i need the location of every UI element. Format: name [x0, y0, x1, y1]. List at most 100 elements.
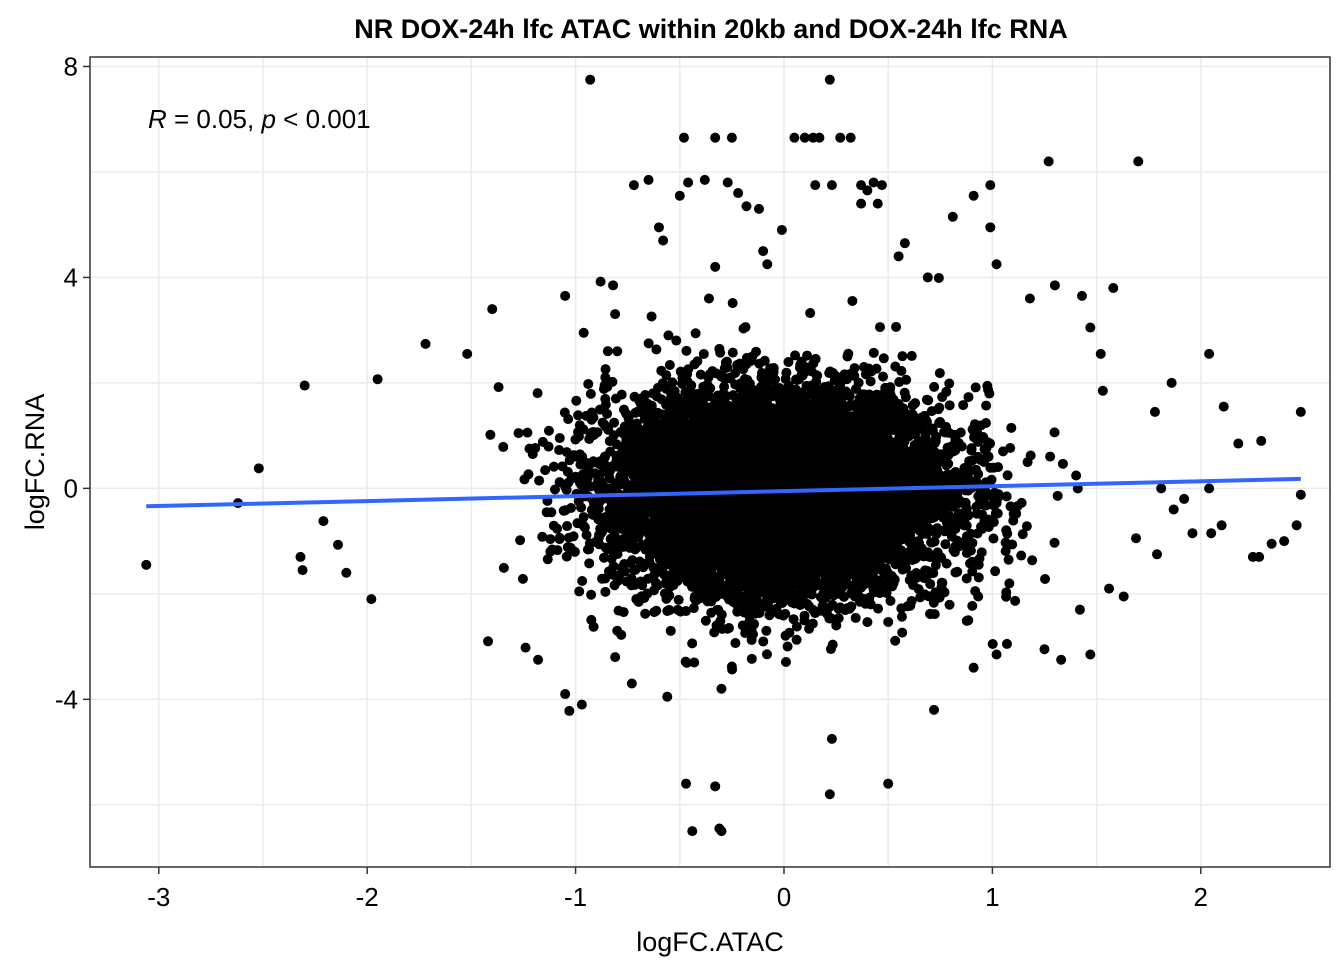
data-point — [663, 330, 674, 341]
data-point — [982, 380, 993, 391]
data-point — [961, 573, 972, 584]
data-point — [554, 445, 565, 456]
data-point — [689, 657, 700, 668]
data-point — [568, 531, 579, 542]
data-point — [695, 369, 706, 380]
data-point — [559, 407, 570, 418]
data-point — [582, 544, 593, 555]
data-point — [891, 321, 902, 332]
data-point — [788, 614, 799, 625]
data-point — [554, 534, 565, 545]
data-point — [619, 566, 630, 577]
data-point — [868, 347, 879, 358]
data-point — [1012, 501, 1023, 512]
data-point — [1001, 591, 1012, 602]
data-point — [894, 377, 905, 388]
data-point — [534, 475, 545, 486]
data-point — [1006, 422, 1017, 433]
data-point — [540, 465, 551, 476]
data-point — [715, 347, 726, 358]
data-point — [600, 364, 611, 375]
scatter-points — [141, 74, 1306, 837]
data-point — [585, 388, 596, 399]
data-point — [1016, 550, 1027, 561]
data-point — [583, 379, 594, 390]
data-point — [1057, 458, 1068, 469]
data-point — [586, 589, 597, 600]
data-point — [906, 570, 917, 581]
data-point — [1052, 490, 1063, 501]
data-point — [944, 599, 955, 610]
data-point — [761, 649, 772, 660]
data-point — [850, 612, 861, 623]
data-point — [687, 638, 698, 649]
data-point — [602, 346, 613, 357]
data-point — [988, 533, 999, 544]
data-point — [573, 496, 584, 507]
data-point — [966, 445, 977, 456]
data-point — [573, 410, 584, 421]
data-point — [498, 562, 509, 573]
data-point — [946, 531, 957, 542]
chart-title: NR DOX-24h lfc ATAC within 20kb and DOX-… — [354, 14, 1068, 44]
data-point — [883, 616, 894, 627]
data-point — [517, 573, 528, 584]
data-point — [543, 441, 554, 452]
data-point — [871, 363, 882, 374]
data-point — [532, 388, 543, 399]
data-point — [973, 572, 984, 583]
data-point — [963, 392, 974, 403]
data-point — [673, 594, 684, 605]
data-point — [698, 348, 709, 359]
data-point — [569, 546, 580, 557]
data-point — [667, 377, 678, 388]
data-point — [646, 311, 657, 322]
data-point — [1003, 554, 1014, 565]
data-point — [805, 308, 816, 319]
data-point — [990, 566, 1001, 577]
data-point — [690, 595, 701, 606]
data-point — [621, 576, 632, 587]
data-point — [963, 615, 974, 626]
data-point — [542, 554, 553, 565]
data-point — [554, 433, 565, 444]
data-point — [890, 635, 901, 646]
data-point — [1021, 521, 1032, 532]
data-point — [543, 425, 554, 436]
data-point — [944, 400, 955, 411]
data-point — [726, 661, 737, 672]
data-point — [719, 381, 730, 392]
data-point — [630, 407, 641, 418]
data-point — [652, 407, 663, 418]
data-point — [690, 328, 701, 339]
data-point — [1007, 539, 1018, 550]
data-point — [610, 393, 621, 404]
data-point — [618, 607, 629, 618]
data-point — [885, 595, 896, 606]
data-point — [1010, 595, 1021, 606]
data-point — [513, 428, 524, 439]
data-point — [958, 400, 969, 411]
data-point — [493, 382, 504, 393]
data-point — [967, 566, 978, 577]
data-point — [873, 603, 884, 614]
data-point — [560, 482, 571, 493]
data-point — [656, 365, 667, 376]
data-point — [1008, 508, 1019, 519]
data-point — [1045, 451, 1056, 462]
data-point — [727, 298, 738, 309]
data-point — [906, 350, 917, 361]
data-point — [730, 638, 741, 649]
data-point — [1004, 578, 1015, 589]
data-point — [630, 564, 641, 575]
data-point — [1017, 529, 1028, 540]
data-point — [610, 309, 621, 320]
data-point — [485, 429, 496, 440]
data-point — [878, 353, 889, 364]
data-point — [758, 636, 769, 647]
data-point — [498, 441, 509, 452]
data-point — [571, 395, 582, 406]
data-point — [638, 593, 649, 604]
data-point — [681, 657, 692, 668]
